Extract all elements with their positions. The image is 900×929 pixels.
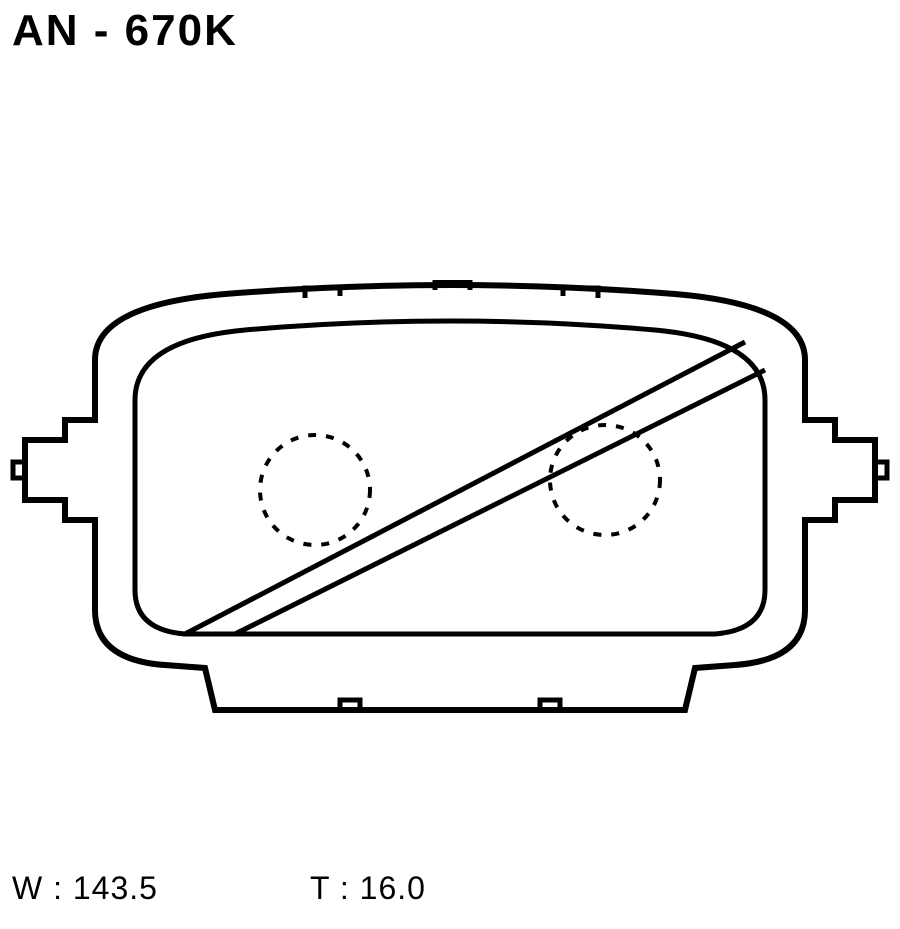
- inner-pad-path: [135, 321, 765, 634]
- part-number-title: AN - 670K: [12, 6, 238, 56]
- diagram-group: [13, 280, 887, 710]
- spec-width: W : 143.5: [12, 870, 158, 907]
- dashed-hole-left: [260, 435, 370, 545]
- page-container: AN - 670K W : 143.5 T : 16.0: [0, 0, 900, 929]
- brake-pad-diagram: [5, 280, 895, 740]
- top-tab-1: [305, 288, 340, 298]
- top-tab-3: [563, 288, 598, 298]
- spec-thickness: T : 16.0: [310, 870, 426, 907]
- diagonal-line-2: [235, 370, 765, 634]
- dashed-hole-right: [550, 425, 660, 535]
